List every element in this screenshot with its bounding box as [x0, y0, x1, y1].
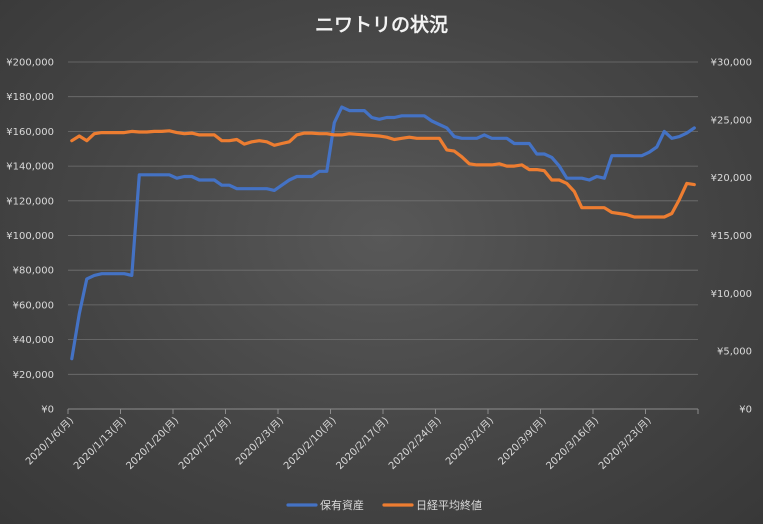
x-tick-label: 2020/2/24(月): [386, 415, 443, 472]
series-line-0: [70, 105, 696, 361]
x-tick-label: 2020/1/27(月): [176, 415, 233, 472]
y-left-tick-label: ¥180,000: [6, 92, 54, 103]
x-tick-label: 2020/1/6(月): [23, 415, 76, 468]
x-tick-label: 2020/3/2(月): [443, 415, 496, 468]
y-left-tick-label: ¥120,000: [6, 196, 54, 207]
x-axis: 2020/1/6(月)2020/1/13(月)2020/1/20(月)2020/…: [23, 409, 699, 472]
x-tick-label: 2020/2/10(月): [281, 415, 338, 472]
x-tick-label: 2020/1/20(月): [124, 415, 181, 472]
x-tick-label: 2020/3/9(月): [496, 415, 549, 468]
gridlines: [68, 61, 698, 375]
y-right-tick-label: ¥10,000: [711, 289, 752, 300]
y-axis-right: ¥0 ¥5,000 ¥10,000 ¥15,000 ¥20,000 ¥25,000 ¥30,…: [711, 58, 752, 416]
y-right-tick-label: ¥30,000: [711, 58, 752, 69]
legend-label: 日経平均終値: [416, 498, 482, 512]
y-left-tick-label: ¥60,000: [13, 300, 54, 311]
y-left-tick-label: ¥20,000: [13, 370, 54, 381]
y-left-tick-label: ¥80,000: [13, 266, 54, 277]
y-axis-left: ¥0 ¥20,000 ¥40,000 ¥60,000 ¥80,000 ¥100,000 ¥1…: [6, 58, 54, 416]
y-right-tick-label: ¥15,000: [711, 231, 752, 242]
y-left-tick-label: ¥160,000: [6, 127, 54, 138]
y-left-tick-label: ¥100,000: [6, 231, 54, 242]
legend-label: 保有資産: [320, 498, 364, 512]
x-tick-label: 2020/3/16(月): [544, 415, 601, 472]
y-left-tick-label: ¥40,000: [13, 335, 54, 346]
x-tick-label: 2020/2/17(月): [334, 415, 391, 472]
y-right-tick-label: ¥0: [739, 405, 752, 416]
y-left-tick-label: ¥200,000: [6, 58, 54, 69]
y-right-tick-label: ¥25,000: [711, 115, 752, 126]
x-tick-label: 2020/2/3(月): [233, 415, 286, 468]
y-right-tick-label: ¥5,000: [717, 347, 752, 358]
legend: 保有資産 日経平均終値: [286, 498, 482, 512]
x-tick-label: 2020/1/13(月): [71, 415, 128, 472]
y-left-tick-label: ¥140,000: [6, 162, 54, 173]
chart-title: ニワトリの状況: [315, 13, 448, 36]
x-tick-label: 2020/3/23(月): [596, 415, 653, 472]
series-line-1: [70, 129, 696, 219]
y-left-tick-label: ¥0: [41, 405, 54, 416]
series-lines: [70, 105, 696, 361]
y-right-tick-label: ¥20,000: [711, 173, 752, 184]
